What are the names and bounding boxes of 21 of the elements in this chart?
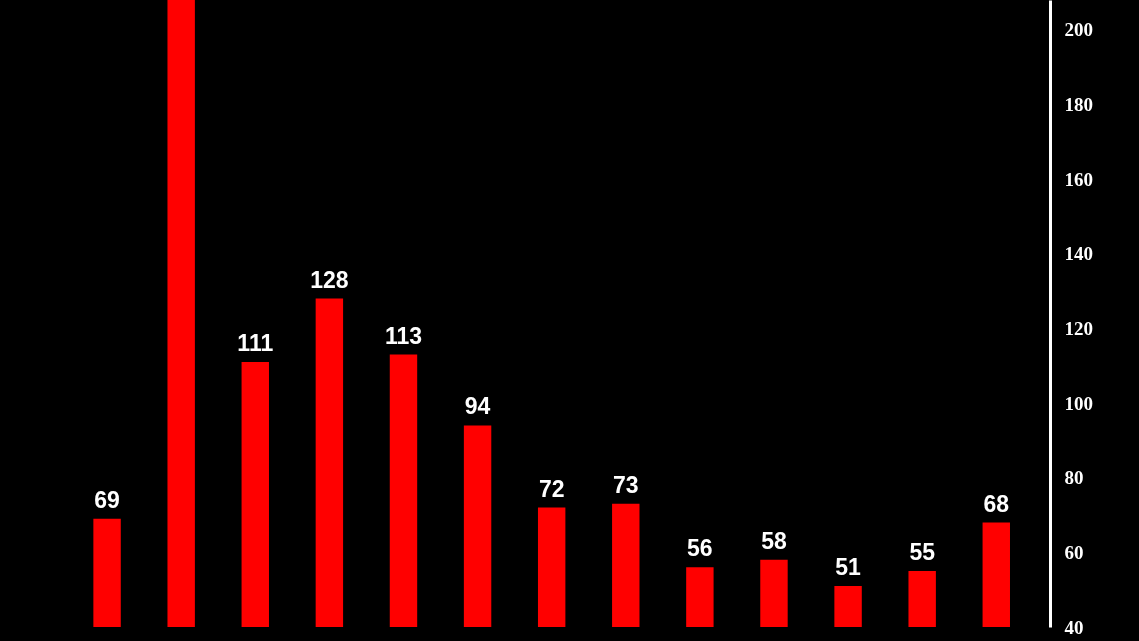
data-label: 56 — [687, 535, 713, 562]
y-tick-label: 140 — [1064, 243, 1093, 265]
y-tick-label: 80 — [1064, 467, 1084, 489]
data-label: 73 — [612, 471, 639, 498]
data-label: 51 — [835, 553, 862, 580]
data-label: 55 — [909, 539, 936, 566]
data-label: 94 — [464, 393, 491, 420]
y-tick-label: 100 — [1064, 392, 1093, 414]
y-tick-label: 160 — [1064, 168, 1093, 190]
data-label: 58 — [761, 527, 787, 554]
y-tick-label: 120 — [1064, 317, 1093, 339]
y-tick-label: 200 — [1064, 19, 1093, 41]
y-tick-label: 180 — [1064, 94, 1093, 115]
data-label: 72 — [538, 475, 565, 502]
data-label: 113 — [384, 322, 423, 349]
data-label: 69 — [94, 486, 120, 513]
y-tick-label: 60 — [1064, 541, 1084, 563]
data-label: 68 — [983, 490, 1010, 517]
y-tick-label: 40 — [1064, 616, 1084, 638]
data-label: 111 — [237, 330, 274, 357]
data-label: 128 — [310, 266, 349, 293]
